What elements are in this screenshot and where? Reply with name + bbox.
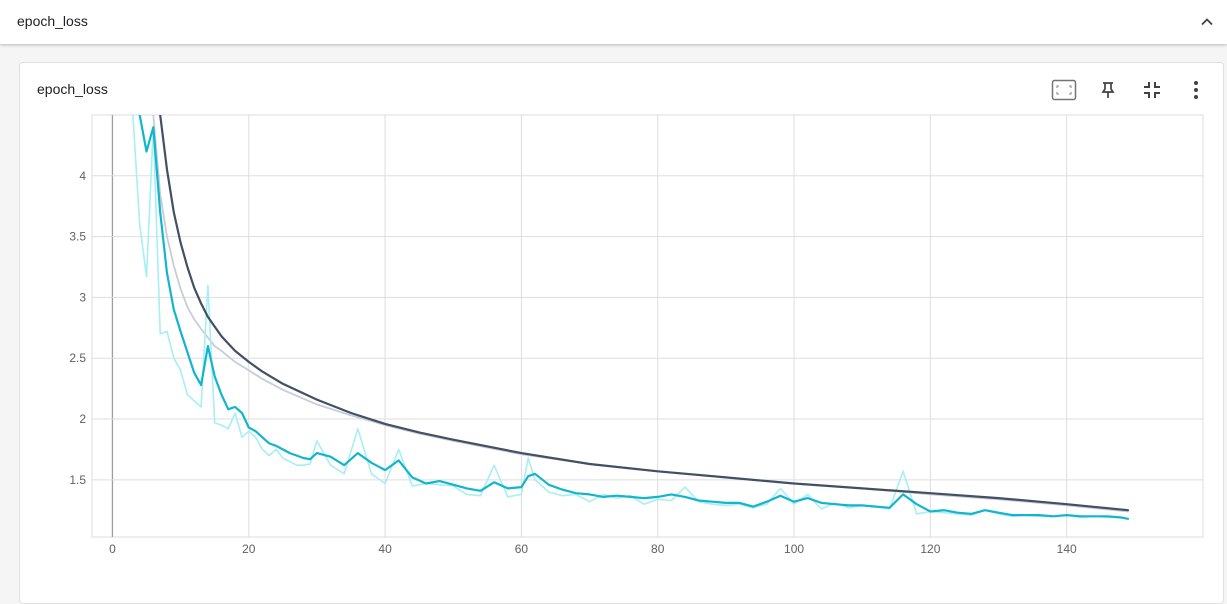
x-tick-label: 40 xyxy=(378,542,392,556)
series-line-val-raw xyxy=(152,115,1129,513)
pin-button[interactable] xyxy=(1095,77,1121,103)
x-tick-label: 60 xyxy=(515,542,529,556)
chart-title: epoch_loss xyxy=(37,81,108,97)
x-tick-label: 80 xyxy=(651,542,665,556)
series-line-train-smoothed xyxy=(138,115,1130,520)
fit-domain-icon xyxy=(1051,79,1077,101)
collapse-button[interactable] xyxy=(1195,10,1219,34)
axis-ticks: 0 20 40 60 80 100 120 140 1.5 2 2.5 3 3.5 4 xyxy=(69,169,1077,556)
loss-chart[interactable]: 0 20 40 60 80 100 120 140 1.5 2 2.5 3 3.5 4 xyxy=(0,0,1227,587)
x-tick-label: 20 xyxy=(242,542,256,556)
x-tick-label: 100 xyxy=(784,542,804,556)
chevron-up-icon xyxy=(1201,18,1213,26)
pin-icon xyxy=(1101,82,1115,98)
y-tick-label: 1.5 xyxy=(69,473,86,487)
grid xyxy=(91,114,1204,538)
x-tick-label: 140 xyxy=(1057,542,1077,556)
section-header: epoch_loss xyxy=(0,0,1227,44)
series-line-val-smoothed xyxy=(159,115,1130,512)
more-options-button[interactable] xyxy=(1183,77,1209,103)
y-tick-label: 2 xyxy=(79,412,86,426)
y-tick-label: 4 xyxy=(79,169,86,183)
more-vert-icon xyxy=(1194,81,1198,99)
series-layer xyxy=(132,115,1130,520)
plot-frame xyxy=(91,114,1204,538)
x-tick-label: 0 xyxy=(109,542,116,556)
exit-fullscreen-icon xyxy=(1144,82,1160,98)
y-tick-label: 2.5 xyxy=(69,351,86,365)
x-tick-label: 120 xyxy=(920,542,940,556)
fit-domain-button[interactable] xyxy=(1051,77,1077,103)
chart-toolbar xyxy=(1051,77,1209,103)
section-title: epoch_loss xyxy=(17,13,88,29)
exit-fullscreen-button[interactable] xyxy=(1139,77,1165,103)
y-tick-label: 3 xyxy=(79,290,86,304)
y-tick-label: 3.5 xyxy=(69,230,86,244)
